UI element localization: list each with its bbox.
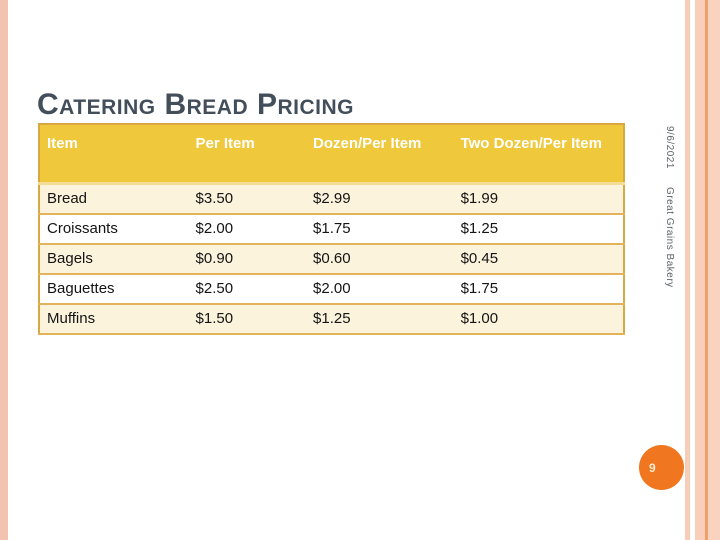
left-decorative-stripe bbox=[0, 0, 8, 540]
slide-title: Catering Bread Pricing bbox=[37, 88, 354, 122]
cell-item: Bagels bbox=[39, 244, 189, 275]
cell-item: Baguettes bbox=[39, 274, 189, 305]
slide-date-vertical: 9/6/2021 bbox=[664, 126, 675, 169]
cell-price: $2.00 bbox=[188, 214, 307, 245]
page-number-badge: 9 bbox=[639, 445, 684, 490]
cell-price: $2.50 bbox=[188, 274, 307, 305]
cell-item: Bread bbox=[39, 183, 189, 215]
cell-price: $0.45 bbox=[453, 244, 624, 275]
cell-price: $1.75 bbox=[306, 214, 454, 245]
column-header-two-dozen: Two Dozen/Per Item bbox=[453, 124, 624, 185]
cell-price: $1.25 bbox=[453, 214, 624, 245]
cell-price: $0.60 bbox=[306, 244, 454, 275]
table-header-row: Item Per Item Dozen/Per Item Two Dozen/P… bbox=[39, 124, 624, 185]
table-row: Muffins $1.50 $1.25 $1.00 bbox=[39, 304, 624, 335]
table-row: Bread $3.50 $2.99 $1.99 bbox=[39, 183, 624, 215]
slide-footer-vertical: Great Grains Bakery bbox=[664, 187, 675, 288]
cell-price: $2.00 bbox=[306, 274, 454, 305]
table-row: Croissants $2.00 $1.75 $1.25 bbox=[39, 214, 624, 245]
cell-price: $1.00 bbox=[453, 304, 624, 335]
page-number: 9 bbox=[649, 460, 656, 475]
cell-price: $3.50 bbox=[188, 183, 307, 215]
cell-price: $2.99 bbox=[306, 183, 454, 215]
column-header-dozen: Dozen/Per Item bbox=[306, 124, 454, 185]
table-row: Bagels $0.90 $0.60 $0.45 bbox=[39, 244, 624, 275]
table-row: Baguettes $2.50 $2.00 $1.75 bbox=[39, 274, 624, 305]
cell-item: Croissants bbox=[39, 214, 189, 245]
cell-item: Muffins bbox=[39, 304, 189, 335]
column-header-per-item: Per Item bbox=[188, 124, 307, 185]
pricing-table: Item Per Item Dozen/Per Item Two Dozen/P… bbox=[38, 123, 625, 335]
cell-price: $1.75 bbox=[453, 274, 624, 305]
column-header-item: Item bbox=[39, 124, 189, 185]
cell-price: $1.99 bbox=[453, 183, 624, 215]
right-decorative-stripes bbox=[685, 0, 720, 540]
cell-price: $0.90 bbox=[188, 244, 307, 275]
cell-price: $1.50 bbox=[188, 304, 307, 335]
cell-price: $1.25 bbox=[306, 304, 454, 335]
